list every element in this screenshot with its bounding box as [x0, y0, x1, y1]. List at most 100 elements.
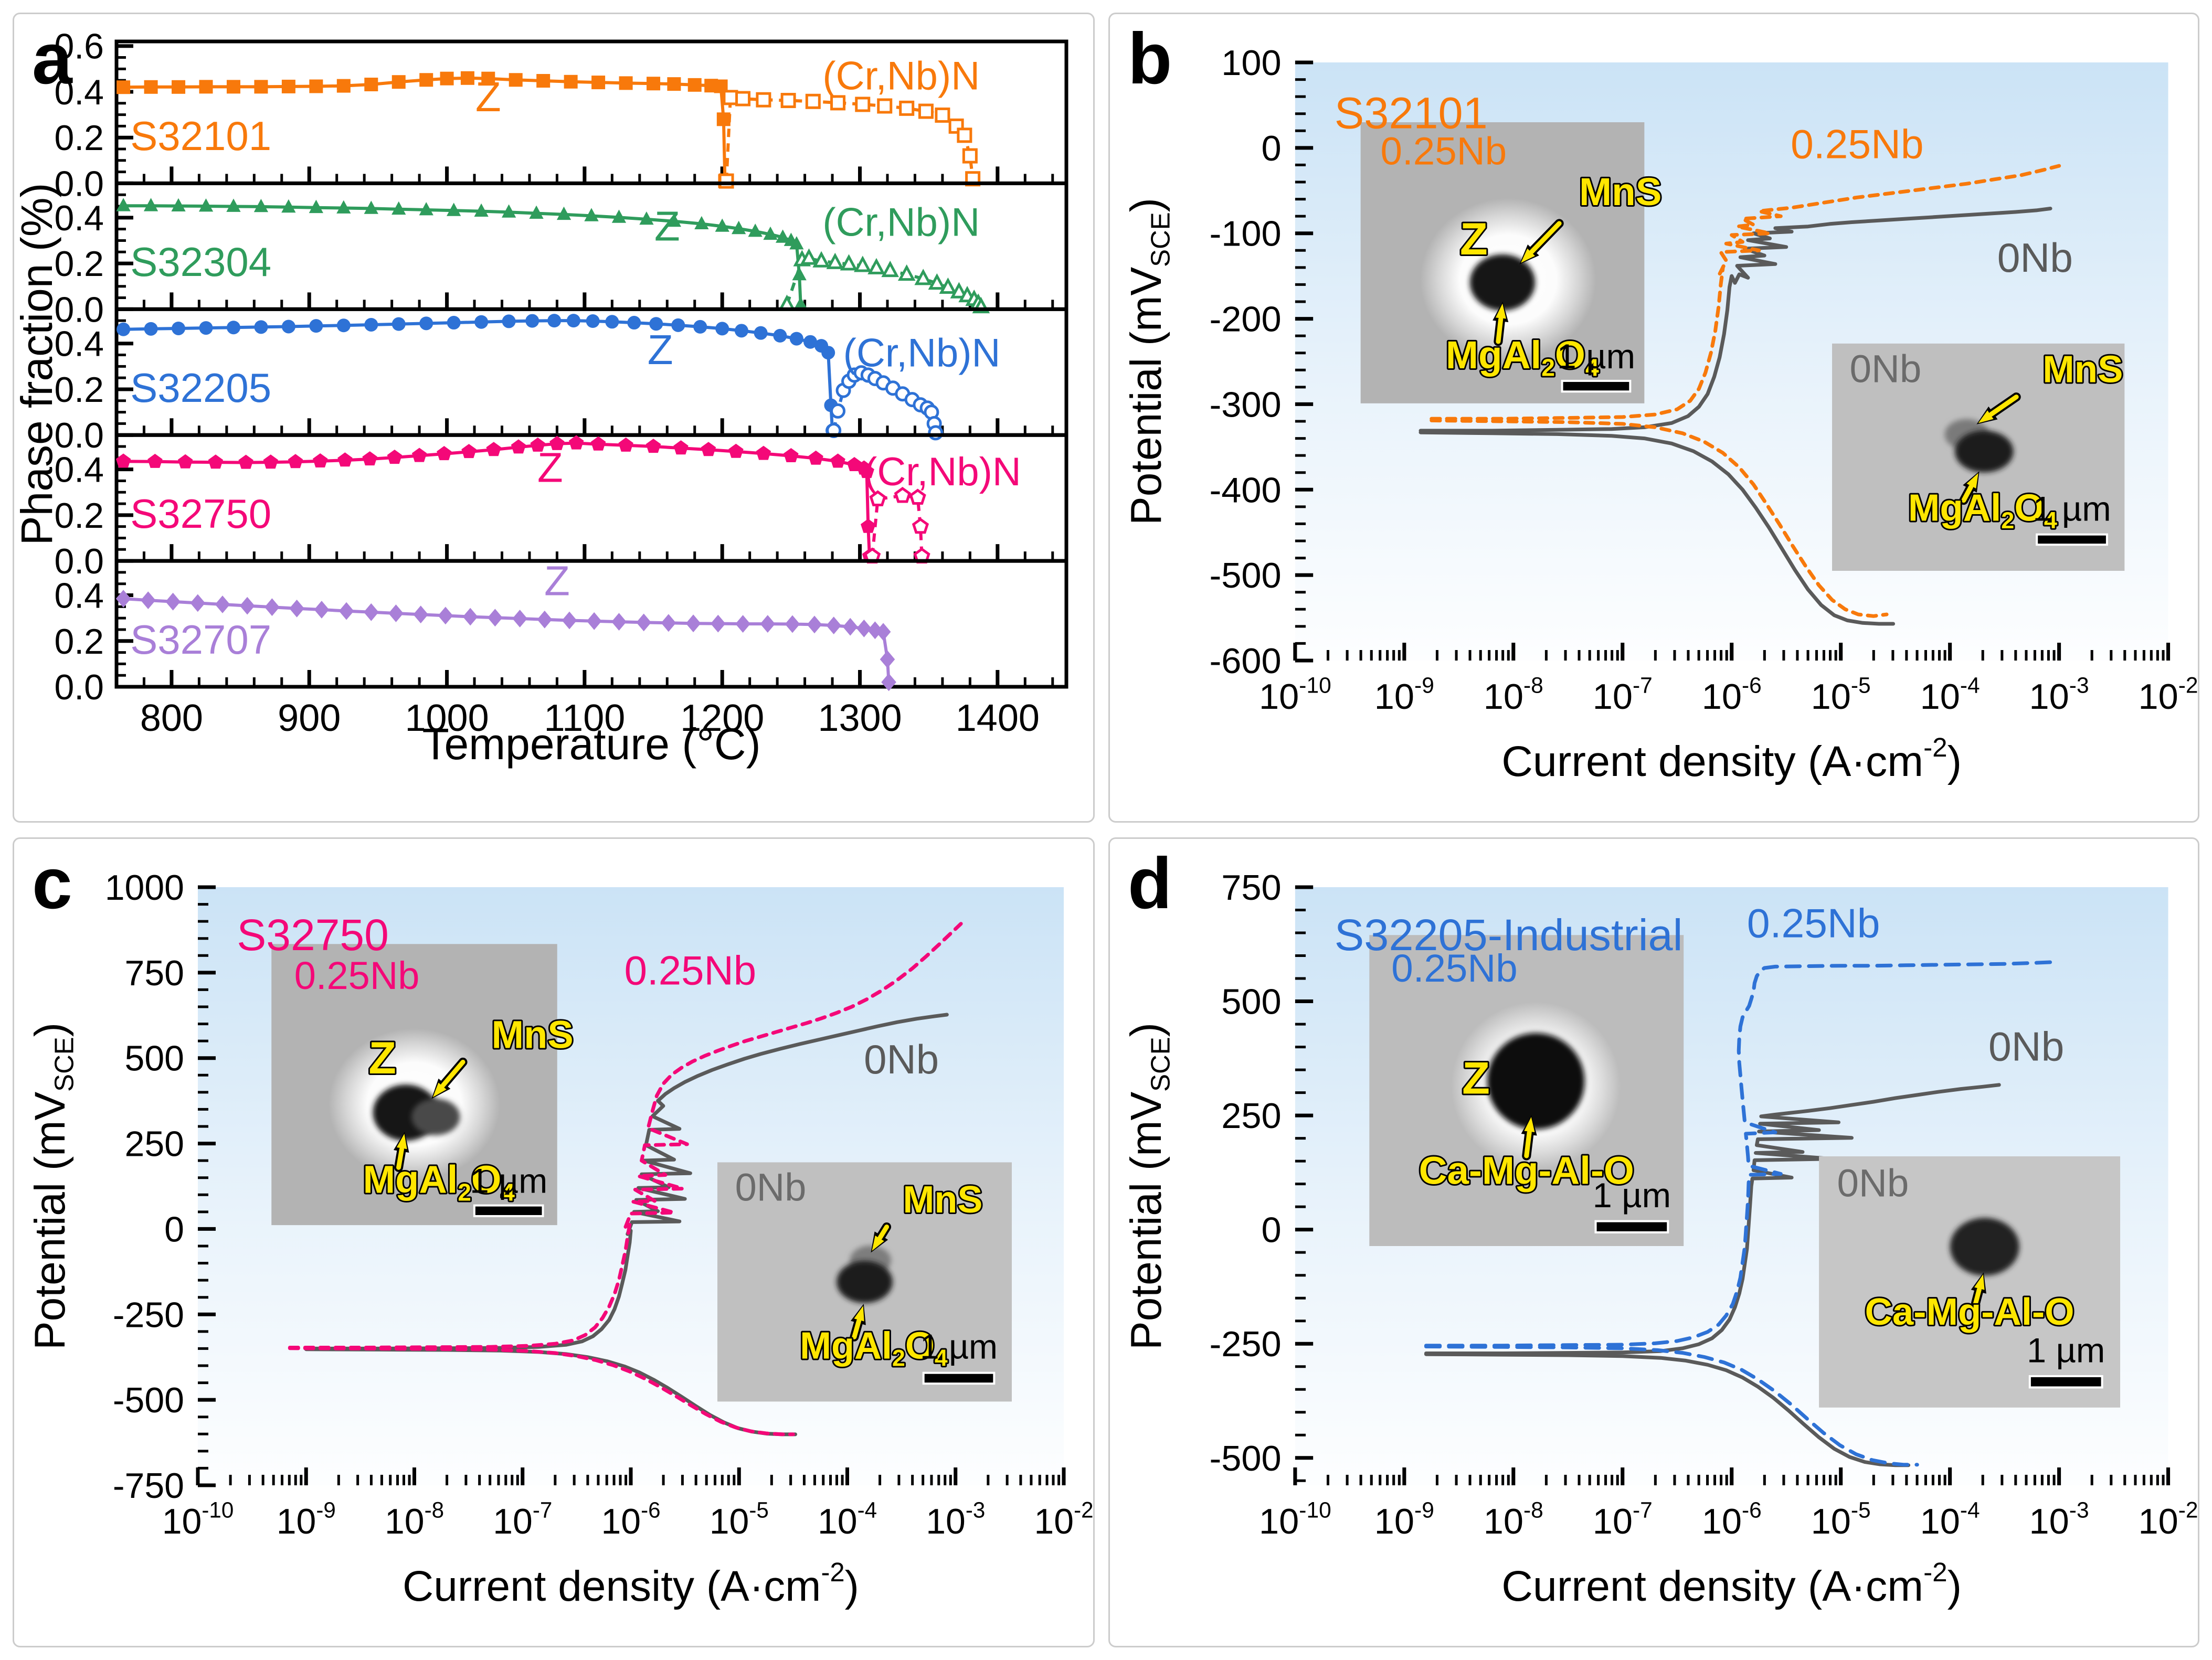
- curve-0.25Nb-cathodic: [1424, 1345, 1919, 1467]
- data-marker: [649, 317, 663, 331]
- data-marker: [861, 518, 876, 533]
- grade-label: S32750: [130, 491, 271, 537]
- data-marker: [693, 320, 707, 334]
- inclusion-label: MnS: [492, 1013, 574, 1057]
- data-marker: [502, 204, 516, 218]
- y-tick-label: 0.0: [54, 290, 104, 329]
- data-marker: [199, 80, 213, 94]
- sem-inset-0Nb: MnS MgAl2O4 0Nb 1 µm: [717, 1162, 1012, 1402]
- x-tick-label: 10-10: [1259, 1498, 1331, 1541]
- y-tick-label: -200: [1209, 300, 1281, 339]
- data-marker: [253, 199, 269, 212]
- data-marker: [618, 437, 633, 452]
- data-marker: [948, 118, 964, 134]
- scale-bar-label: 1 µm: [1593, 1176, 1671, 1215]
- inclusion-label: MnS: [1579, 170, 1661, 214]
- y-tick-label: 0.0: [54, 416, 104, 455]
- curves: [288, 922, 963, 1436]
- curves: [1419, 164, 2061, 626]
- x-tick-label: 10-8: [1484, 1498, 1543, 1541]
- data-marker: [337, 452, 353, 467]
- data-marker: [391, 201, 406, 215]
- crnbn-line: [725, 95, 975, 182]
- inclusion-label: Z: [1460, 214, 1488, 264]
- data-marker: [440, 71, 454, 86]
- data-marker: [789, 236, 804, 250]
- data-marker: [172, 321, 186, 335]
- data-marker: [447, 203, 461, 216]
- data-marker: [509, 73, 523, 87]
- data-marker: [611, 209, 627, 223]
- inclusion-label: MgAl2O4: [363, 1157, 515, 1206]
- x-tick-label: 10-3: [2029, 1498, 2089, 1541]
- y-tick-label: -100: [1209, 214, 1281, 254]
- data-marker: [309, 199, 323, 214]
- scale-bar: [1594, 1220, 1669, 1233]
- data-marker: [605, 315, 619, 329]
- y-tick-label: 0.2: [54, 496, 104, 536]
- y-tick-label: 1000: [105, 868, 184, 908]
- data-marker: [928, 425, 944, 441]
- z-label: Z: [648, 326, 673, 373]
- data-marker: [756, 92, 771, 108]
- curve-0.25Nb-cathodic: [1430, 418, 1889, 618]
- x-tick-label: 1200: [680, 697, 764, 739]
- panel-title: S32101: [1335, 89, 1488, 138]
- panel-title: S32750: [237, 910, 389, 960]
- data-marker: [481, 71, 495, 86]
- data-marker: [671, 318, 685, 332]
- data-marker: [461, 444, 477, 459]
- data-marker: [115, 590, 131, 608]
- curve-0.25Nb-anodic: [1424, 960, 2056, 1348]
- curve-0.25Nb-cathodic: [288, 1346, 795, 1436]
- data-marker: [694, 216, 709, 229]
- data-marker: [419, 202, 433, 216]
- data-marker: [419, 73, 433, 87]
- curve-0.25Nb-anodic: [1430, 164, 2061, 421]
- data-marker: [549, 435, 565, 450]
- panel-d-letter: d: [1128, 843, 1172, 924]
- data-marker: [611, 613, 627, 631]
- sem-inset-0Nb: Ca-Mg-Al-O 0Nb 1 µm: [1819, 1156, 2121, 1408]
- data-marker: [502, 314, 516, 328]
- data-marker: [530, 437, 545, 452]
- data-marker: [830, 453, 845, 468]
- z-phase-line: [123, 319, 834, 431]
- data-marker: [800, 248, 818, 265]
- data-marker: [564, 75, 578, 89]
- data-marker: [172, 80, 186, 94]
- data-marker: [199, 321, 213, 335]
- x-tick-label: 10-5: [1811, 673, 1871, 717]
- sem-inset-025Nb: Z MnS MgAl2O4 0.25Nb 1 µm: [271, 944, 575, 1226]
- data-marker: [776, 229, 790, 243]
- data-marker: [881, 260, 899, 278]
- scale-bar: [2036, 533, 2108, 546]
- data-marker: [914, 269, 932, 285]
- data-marker: [488, 609, 503, 627]
- data-marker: [364, 317, 378, 332]
- data-marker: [336, 79, 351, 93]
- data-marker: [856, 619, 872, 637]
- data-marker: [391, 317, 406, 331]
- data-marker: [486, 442, 501, 456]
- data-marker: [177, 454, 193, 469]
- data-marker: [962, 148, 978, 164]
- data-marker: [566, 314, 580, 328]
- x-tick-label: 1400: [956, 697, 1040, 739]
- y-axis-title: Phase fraction (%): [14, 183, 61, 546]
- curves: [1424, 960, 2056, 1467]
- data-marker: [226, 80, 240, 94]
- data-marker: [894, 486, 911, 503]
- data-marker: [117, 80, 131, 94]
- x-tick-label: 10-7: [493, 1497, 552, 1541]
- x-tick-label: 10-8: [1484, 673, 1543, 717]
- data-marker: [254, 320, 268, 334]
- y-tick-label: 0: [1262, 129, 1282, 168]
- scale-bar-label: 1 µm: [1557, 337, 1635, 376]
- data-marker: [556, 206, 571, 220]
- inclusion-blob: [1950, 1218, 2019, 1276]
